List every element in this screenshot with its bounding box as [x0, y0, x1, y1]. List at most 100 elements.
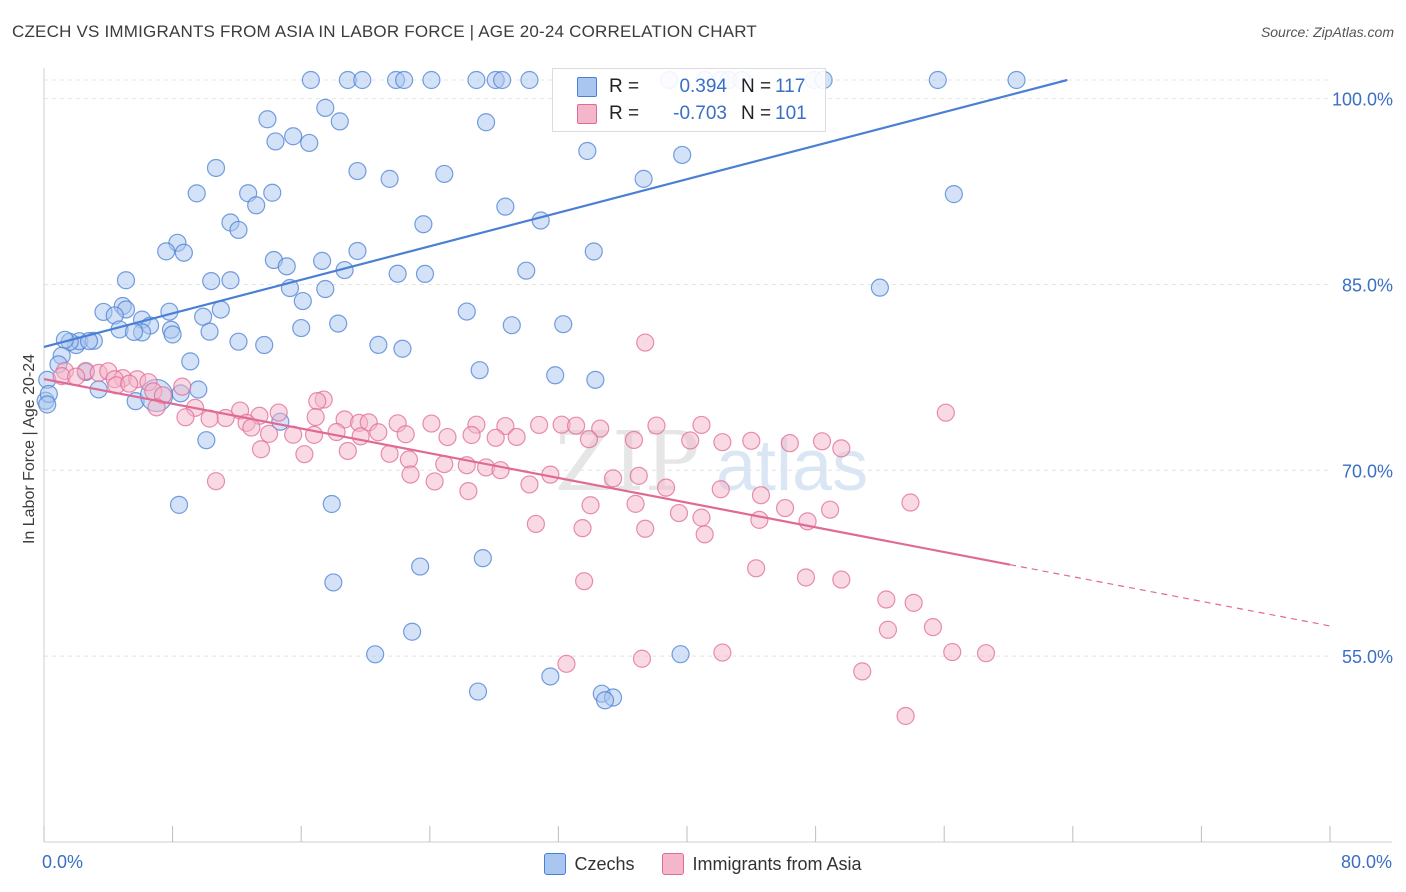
czechs-point — [200, 322, 219, 341]
asia-legend-swatch — [662, 853, 685, 875]
czechs-point — [38, 395, 57, 414]
czechs-point — [584, 242, 603, 261]
czechs-point — [380, 169, 399, 188]
gridlines — [44, 79, 1330, 657]
czechs-point — [1007, 70, 1026, 90]
asia-point — [269, 403, 288, 422]
czechs-point — [595, 691, 615, 710]
czechs-point — [394, 70, 414, 90]
czechs-point — [324, 573, 343, 592]
czechs-point — [293, 291, 312, 311]
asia-point — [67, 367, 86, 386]
asia-point — [591, 419, 610, 438]
czechs-point — [554, 315, 573, 334]
czechs-point — [546, 366, 565, 385]
asia-point — [877, 590, 896, 609]
asia-point — [904, 593, 923, 612]
czechs-point — [671, 645, 690, 664]
trend-lines — [43, 78, 1331, 627]
legend-item-asia[interactable]: Immigrants from Asia — [662, 852, 862, 876]
czechs-point — [586, 370, 605, 389]
asia-point — [566, 416, 586, 435]
legend-label-czechs: Czechs — [574, 853, 635, 874]
czechs-point — [187, 184, 206, 203]
czechs-point — [353, 70, 372, 90]
asia-point — [669, 503, 689, 523]
asia-point — [636, 333, 655, 352]
czechs-point — [189, 380, 208, 399]
asia-point — [526, 514, 545, 534]
asia-point — [338, 441, 357, 461]
czechs-point — [393, 339, 412, 358]
asia-point — [147, 398, 166, 417]
asia-point — [603, 469, 623, 488]
legend-item-czechs[interactable]: Czechs — [544, 852, 634, 876]
czechs-point — [435, 164, 454, 184]
source-credit: Source: ZipAtlas.com — [1260, 24, 1394, 40]
y-tick-label: 70.0% — [1342, 461, 1393, 481]
czechs-point — [211, 300, 230, 319]
czechs-point — [457, 302, 476, 321]
y-tick-label: 85.0% — [1342, 275, 1393, 295]
czechs-point — [316, 279, 335, 299]
czechs-point — [301, 70, 320, 90]
asia-point — [581, 496, 600, 515]
asia-point — [306, 407, 325, 427]
asia-point — [624, 430, 644, 450]
asia-point — [896, 706, 915, 726]
asia-point — [396, 425, 415, 444]
czechs-point — [329, 314, 348, 333]
asia-point — [579, 430, 599, 449]
czechs-point — [473, 549, 492, 568]
czechs-point — [348, 161, 367, 181]
czechs-point — [316, 98, 335, 117]
asia-point — [496, 416, 515, 436]
asia-point — [530, 415, 549, 435]
czechs-legend-swatch — [544, 853, 567, 875]
asia-point — [251, 440, 271, 459]
asia-point — [327, 422, 346, 442]
czechs-point — [229, 332, 248, 351]
axes — [43, 68, 1392, 843]
czechs-point — [468, 682, 488, 701]
czechs-swatch — [577, 77, 597, 97]
czechs-point — [263, 183, 282, 202]
czechs-point — [415, 264, 435, 284]
czechs-point — [169, 495, 189, 514]
asia-point — [573, 519, 592, 538]
r-label: R = — [609, 76, 640, 97]
n-value-czechs: 117 — [775, 76, 806, 97]
asia-point — [796, 568, 816, 587]
asia-point — [206, 472, 226, 491]
asia-point — [520, 475, 539, 494]
czechs-point — [502, 316, 521, 335]
czechs-point — [157, 242, 176, 261]
asia-trend-extension — [1009, 564, 1331, 627]
asia-point — [438, 427, 457, 447]
chart-title: CZECH VS IMMIGRANTS FROM ASIA IN LABOR F… — [12, 22, 757, 41]
czechs-point — [493, 70, 512, 90]
asia-point — [173, 377, 192, 396]
n-value-asia: 101 — [775, 103, 807, 124]
asia-point — [491, 461, 510, 480]
asia-point — [557, 654, 576, 673]
czechs-point — [292, 318, 311, 338]
czechs-point — [520, 70, 539, 90]
czechs-point — [422, 70, 441, 90]
czechs-point — [366, 645, 385, 664]
asia-point — [692, 415, 711, 435]
asia-point — [459, 482, 478, 501]
r-value-czechs: 0.394 — [679, 76, 727, 97]
legend-label-asia: Immigrants from Asia — [692, 853, 862, 874]
asia-point — [713, 433, 732, 452]
czechs-point — [277, 257, 296, 276]
asia-point — [351, 427, 370, 446]
asia-point — [943, 642, 962, 662]
asia-point — [775, 498, 795, 518]
czechs-point — [229, 220, 248, 240]
czechs-points — [36, 70, 1026, 710]
asia-point — [629, 466, 648, 485]
asia-point — [853, 662, 872, 681]
asia-point — [976, 644, 996, 663]
